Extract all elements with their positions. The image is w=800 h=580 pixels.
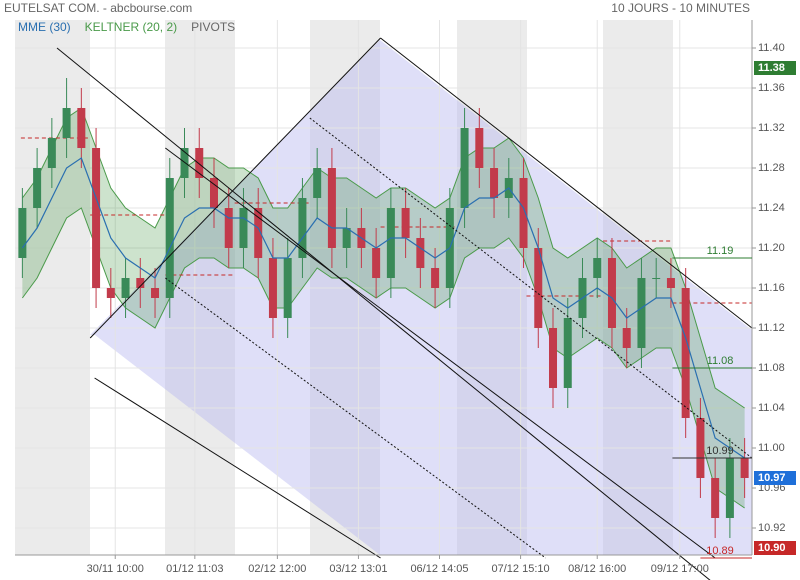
level-label: 11.08 bbox=[707, 355, 734, 367]
candle-body bbox=[313, 168, 322, 198]
candle-body bbox=[372, 248, 381, 278]
candle-body bbox=[342, 228, 351, 248]
candle-body bbox=[62, 108, 71, 138]
price-box bbox=[754, 61, 796, 75]
candle-body bbox=[195, 148, 204, 178]
x-tick-label: 09/12 17:00 bbox=[651, 563, 709, 575]
trendline bbox=[56, 47, 711, 580]
x-tick-label: 07/12 15:10 bbox=[492, 563, 550, 575]
candle-body bbox=[121, 278, 130, 298]
candle-body bbox=[254, 208, 263, 258]
x-tick-label: 30/11 10:00 bbox=[87, 563, 144, 575]
candle-body bbox=[224, 208, 233, 248]
legend-item: KELTNER (20, 2) bbox=[85, 20, 177, 34]
y-tick-label: 11.28 bbox=[758, 162, 785, 174]
y-tick-label: 11.00 bbox=[758, 442, 785, 454]
y-tick-label: 10.92 bbox=[758, 522, 786, 534]
candle-body bbox=[283, 258, 292, 318]
candle-body bbox=[327, 168, 336, 248]
trendline bbox=[165, 277, 546, 559]
x-tick-label: 01/12 11:03 bbox=[166, 563, 223, 575]
candle-body bbox=[401, 208, 410, 238]
trendline bbox=[380, 37, 753, 329]
candle-body bbox=[136, 278, 145, 288]
y-tick-label: 11.32 bbox=[758, 122, 785, 134]
trendline bbox=[89, 37, 381, 339]
legend-item: MME (30) bbox=[18, 20, 71, 34]
candle-body bbox=[622, 328, 631, 348]
candle-body bbox=[549, 328, 558, 388]
price-box-label: 11.38 bbox=[758, 62, 785, 74]
candle-body bbox=[386, 208, 395, 278]
candle-body bbox=[180, 148, 189, 178]
y-tick-label: 11.16 bbox=[758, 282, 785, 294]
candle-body bbox=[460, 128, 469, 208]
plot bbox=[15, 20, 753, 580]
trendline bbox=[309, 117, 753, 459]
trendline bbox=[94, 377, 381, 559]
candle-body bbox=[607, 258, 616, 328]
candle-body bbox=[268, 258, 277, 318]
candle-body bbox=[77, 108, 86, 148]
candle-body bbox=[652, 278, 661, 279]
price-box bbox=[754, 471, 796, 485]
chart-title: EUTELSAT COM. - abcbourse.com bbox=[4, 1, 192, 15]
y-tick-label: 11.36 bbox=[758, 82, 785, 94]
candle-body bbox=[92, 148, 101, 288]
legend-item: PIVOTS bbox=[191, 20, 235, 34]
candle-body bbox=[666, 278, 675, 288]
trendline bbox=[165, 147, 716, 559]
candle-body bbox=[740, 458, 749, 478]
candle-body bbox=[475, 128, 484, 168]
candle-body bbox=[165, 178, 174, 298]
candle-body bbox=[106, 288, 115, 298]
candle-body bbox=[681, 288, 690, 418]
level-label: 10.99 bbox=[706, 445, 734, 457]
mme-line bbox=[21, 157, 745, 459]
candle-body bbox=[711, 478, 720, 518]
candle-body bbox=[725, 458, 734, 518]
x-tick-label: 02/12 12:00 bbox=[248, 563, 306, 575]
candle-body bbox=[431, 268, 440, 288]
candle-body bbox=[47, 138, 56, 168]
candle-body bbox=[637, 278, 646, 348]
candle-body bbox=[18, 208, 27, 258]
level-label: 11.19 bbox=[707, 245, 734, 257]
x-tick-label: 08/12 16:00 bbox=[568, 563, 626, 575]
candle-body bbox=[490, 168, 499, 198]
price-box-label: 10.97 bbox=[758, 472, 786, 484]
y-tick-label: 11.12 bbox=[758, 322, 785, 334]
keltner-upper bbox=[21, 107, 745, 409]
candle-body bbox=[519, 178, 528, 248]
channel-fill bbox=[90, 40, 752, 555]
candle-body bbox=[239, 208, 248, 248]
x-tick-label: 06/12 14:05 bbox=[410, 563, 468, 575]
y-tick-label: 11.04 bbox=[758, 402, 785, 414]
y-tick-label: 11.08 bbox=[758, 362, 785, 374]
candle-body bbox=[33, 168, 42, 208]
candle-body bbox=[298, 198, 307, 258]
y-tick-label: 11.24 bbox=[758, 202, 785, 214]
x-tick-label: 03/12 13:01 bbox=[329, 563, 387, 575]
candle-body bbox=[534, 248, 543, 328]
level-label: 10.89 bbox=[706, 545, 734, 557]
price-box bbox=[754, 541, 796, 555]
candle-body bbox=[696, 418, 705, 478]
candle-body bbox=[209, 178, 218, 208]
candle-body bbox=[593, 258, 602, 278]
price-box-label: 10.90 bbox=[758, 542, 786, 554]
candle-body bbox=[563, 318, 572, 388]
candle-body bbox=[416, 238, 425, 268]
y-tick-label: 11.20 bbox=[758, 242, 785, 254]
chart-subtitle: 10 JOURS - 10 MINUTES bbox=[611, 1, 750, 15]
y-tick-label: 11.40 bbox=[758, 42, 785, 54]
candle-body bbox=[151, 288, 160, 298]
keltner-lower bbox=[21, 207, 745, 509]
